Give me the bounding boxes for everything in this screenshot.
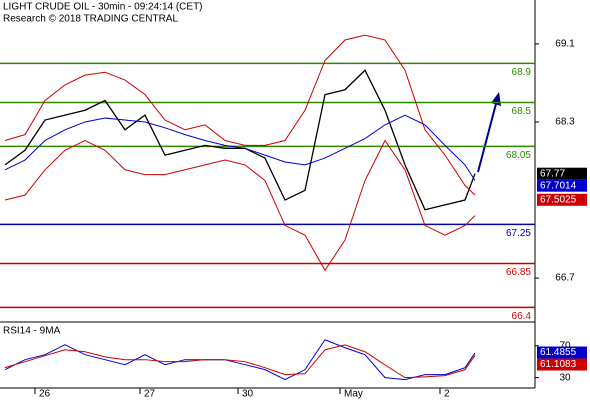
series-line <box>4 114 476 181</box>
x-tick-label: May <box>344 389 363 400</box>
price-marker-label: 61.1083 <box>540 359 577 370</box>
y-tick-label: 30 <box>559 372 571 383</box>
y-tick-label: 68.3 <box>555 117 575 128</box>
series-line <box>4 139 476 272</box>
price-marker <box>537 346 587 359</box>
price-marker <box>537 167 587 180</box>
level-label: 66.85 <box>506 267 531 278</box>
price-marker <box>537 179 587 192</box>
level-label: 68.5 <box>512 106 532 117</box>
price-marker <box>537 193 587 206</box>
price-marker-label: 67.77 <box>540 168 565 179</box>
chart-subtitle: Research © 2018 TRADING CENTRAL <box>3 14 178 25</box>
x-tick-label: 30 <box>242 389 254 400</box>
series-line <box>4 34 476 196</box>
series-line <box>4 339 476 381</box>
price-marker <box>537 358 587 371</box>
chart-title: LIGHT CRUDE OIL - 30min - 09:24:14 (CET) <box>3 2 203 13</box>
level-label: 68.9 <box>512 67 532 78</box>
rsi-title: RSI14 - 9MA <box>3 326 61 337</box>
x-tick-label: 27 <box>144 389 156 400</box>
series-line <box>4 344 476 379</box>
price-marker-label: 61.4855 <box>540 347 577 358</box>
level-label: 68.05 <box>506 150 531 161</box>
y-tick-label: 66.7 <box>555 273 575 284</box>
x-tick-label: 2 <box>444 389 450 400</box>
y-tick-label: 69.1 <box>555 39 575 50</box>
level-label: 66.4 <box>512 311 532 322</box>
forecast-arrow <box>477 99 498 173</box>
x-tick-label: 26 <box>39 389 51 400</box>
y-tick-label: 70 <box>559 340 571 351</box>
price-marker-label: 67.5025 <box>540 194 577 205</box>
price-marker-label: 67.7014 <box>540 180 577 191</box>
level-label: 67.25 <box>506 228 531 239</box>
